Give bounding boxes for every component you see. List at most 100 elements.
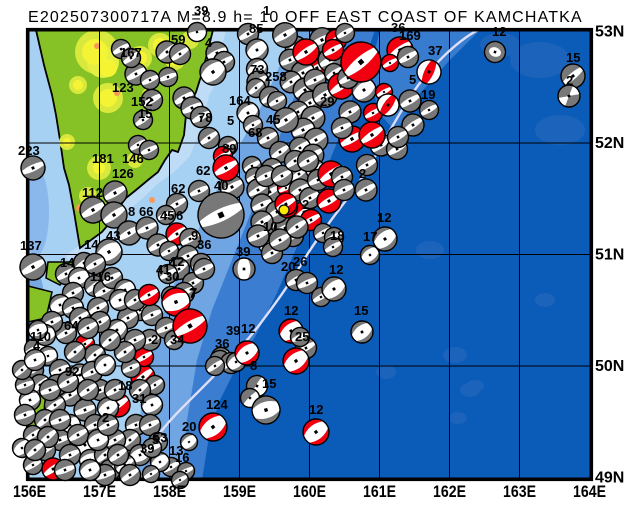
svg-text:50N: 50N bbox=[595, 358, 624, 375]
svg-text:7: 7 bbox=[190, 285, 197, 300]
svg-text:31: 31 bbox=[132, 391, 146, 406]
svg-text:12: 12 bbox=[284, 303, 298, 318]
svg-text:17: 17 bbox=[363, 229, 377, 244]
svg-text:169: 169 bbox=[399, 28, 421, 43]
svg-text:158E: 158E bbox=[153, 483, 186, 501]
svg-text:164E: 164E bbox=[573, 483, 606, 501]
svg-text:8: 8 bbox=[128, 204, 135, 219]
svg-text:124: 124 bbox=[206, 397, 228, 412]
svg-text:223: 223 bbox=[18, 143, 40, 158]
svg-text:41: 41 bbox=[156, 262, 170, 277]
svg-text:20: 20 bbox=[182, 419, 196, 434]
svg-text:53N: 53N bbox=[595, 23, 624, 40]
svg-text:160E: 160E bbox=[293, 483, 326, 501]
svg-text:14: 14 bbox=[60, 255, 75, 270]
svg-text:52N: 52N bbox=[595, 135, 624, 152]
svg-text:10: 10 bbox=[263, 219, 277, 234]
svg-text:39: 39 bbox=[140, 441, 154, 456]
svg-text:78: 78 bbox=[198, 110, 212, 125]
svg-text:161E: 161E bbox=[363, 483, 396, 501]
svg-text:39: 39 bbox=[194, 3, 208, 18]
svg-text:157E: 157E bbox=[83, 483, 116, 501]
svg-text:13: 13 bbox=[169, 443, 183, 458]
svg-text:36: 36 bbox=[215, 336, 229, 351]
svg-text:156E: 156E bbox=[13, 483, 46, 501]
svg-text:66: 66 bbox=[139, 204, 153, 219]
svg-text:12: 12 bbox=[241, 321, 255, 336]
svg-text:15: 15 bbox=[262, 376, 276, 391]
svg-text:6: 6 bbox=[176, 208, 183, 223]
svg-text:7: 7 bbox=[189, 286, 196, 301]
svg-text:49N: 49N bbox=[595, 469, 624, 486]
svg-text:39: 39 bbox=[236, 244, 250, 259]
svg-text:18: 18 bbox=[330, 228, 344, 243]
svg-text:62: 62 bbox=[196, 163, 210, 178]
svg-text:5: 5 bbox=[227, 113, 234, 128]
svg-text:181: 181 bbox=[92, 151, 114, 166]
svg-text:25: 25 bbox=[295, 329, 309, 344]
svg-text:12: 12 bbox=[170, 254, 184, 269]
svg-text:12: 12 bbox=[309, 402, 323, 417]
svg-text:12: 12 bbox=[329, 262, 343, 277]
svg-text:1: 1 bbox=[263, 3, 270, 18]
svg-text:2: 2 bbox=[102, 410, 109, 425]
svg-text:45: 45 bbox=[266, 112, 280, 127]
svg-text:167: 167 bbox=[120, 45, 142, 60]
svg-text:34: 34 bbox=[170, 332, 185, 347]
svg-text:59: 59 bbox=[171, 32, 185, 47]
svg-text:12: 12 bbox=[377, 210, 391, 225]
svg-text:40: 40 bbox=[214, 178, 228, 193]
svg-text:15: 15 bbox=[566, 50, 580, 65]
svg-text:9: 9 bbox=[191, 228, 198, 243]
svg-text:92: 92 bbox=[65, 364, 79, 379]
svg-text:39: 39 bbox=[226, 323, 240, 338]
svg-text:8: 8 bbox=[250, 358, 257, 373]
svg-text:12: 12 bbox=[492, 24, 506, 39]
svg-text:5: 5 bbox=[152, 432, 159, 447]
svg-text:110: 110 bbox=[30, 329, 51, 344]
svg-text:37: 37 bbox=[428, 43, 442, 58]
svg-text:E202507300717A M=8.9 h= 10 OFF: E202507300717A M=8.9 h= 10 OFF EAST COAS… bbox=[28, 9, 583, 26]
svg-text:18: 18 bbox=[118, 378, 132, 393]
svg-text:36: 36 bbox=[197, 237, 211, 252]
svg-text:53: 53 bbox=[153, 430, 167, 445]
svg-text:126: 126 bbox=[112, 166, 134, 181]
svg-text:62: 62 bbox=[171, 181, 185, 196]
svg-text:163E: 163E bbox=[503, 483, 536, 501]
svg-text:19: 19 bbox=[421, 87, 435, 102]
svg-text:4: 4 bbox=[33, 338, 41, 353]
svg-text:14: 14 bbox=[84, 237, 99, 252]
svg-text:116: 116 bbox=[90, 269, 111, 284]
svg-text:2: 2 bbox=[566, 73, 573, 88]
svg-text:164: 164 bbox=[229, 93, 251, 108]
svg-text:64: 64 bbox=[64, 318, 79, 333]
svg-text:16: 16 bbox=[175, 450, 189, 465]
svg-text:73: 73 bbox=[250, 62, 264, 77]
svg-text:36: 36 bbox=[391, 20, 405, 35]
svg-text:68: 68 bbox=[248, 125, 262, 140]
svg-text:152: 152 bbox=[131, 94, 153, 109]
svg-text:15: 15 bbox=[354, 303, 368, 318]
svg-text:20: 20 bbox=[281, 259, 295, 274]
svg-text:159E: 159E bbox=[223, 483, 256, 501]
svg-text:4: 4 bbox=[205, 35, 213, 50]
svg-text:43: 43 bbox=[106, 228, 120, 243]
svg-text:112: 112 bbox=[82, 185, 103, 200]
svg-text:2: 2 bbox=[151, 332, 158, 347]
svg-text:45: 45 bbox=[160, 208, 174, 223]
svg-text:123: 123 bbox=[112, 80, 134, 95]
svg-text:26: 26 bbox=[293, 254, 307, 269]
svg-text:146: 146 bbox=[122, 151, 144, 166]
svg-text:85: 85 bbox=[249, 21, 263, 36]
svg-text:89: 89 bbox=[222, 141, 236, 156]
svg-text:5: 5 bbox=[409, 72, 416, 87]
svg-text:2: 2 bbox=[359, 166, 366, 181]
svg-text:30: 30 bbox=[165, 269, 179, 284]
svg-text:51N: 51N bbox=[595, 246, 624, 263]
svg-text:162E: 162E bbox=[433, 483, 466, 501]
svg-text:15: 15 bbox=[138, 106, 152, 121]
svg-text:258: 258 bbox=[265, 69, 287, 84]
svg-text:137: 137 bbox=[20, 238, 42, 253]
svg-text:2: 2 bbox=[302, 197, 309, 212]
svg-text:29: 29 bbox=[320, 94, 334, 109]
